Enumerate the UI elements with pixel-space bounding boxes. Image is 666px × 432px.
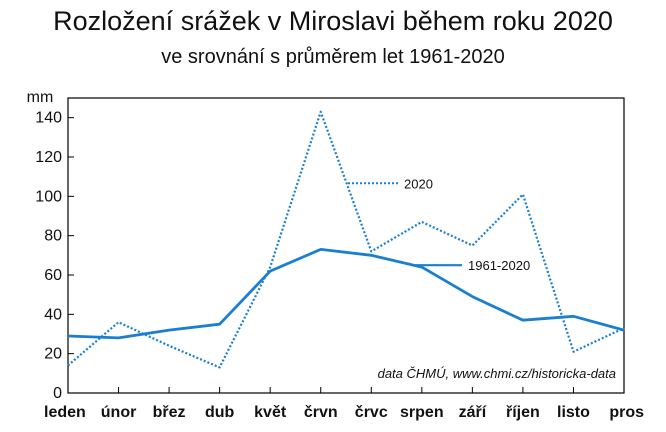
y-tick-label: 100 [35, 188, 62, 205]
source-annotation: data ČHMÚ, www.chmi.cz/historicka-data [378, 366, 616, 381]
series-labels: 2020 1961-2020 [348, 176, 530, 273]
x-tick-label: pros [609, 404, 644, 421]
y-axis-label: mm [27, 89, 54, 106]
x-tick-label: dub [205, 404, 235, 421]
x-tick-label: břez [153, 404, 186, 421]
chart-title: Rozložení srážek v Miroslavi během roku … [53, 6, 613, 36]
series-line-1961-2020 [67, 247, 625, 340]
x-tick-label: črvc [355, 404, 388, 421]
y-tick-label: 40 [44, 306, 62, 323]
x-tick-label: srpen [400, 404, 444, 421]
y-axis: 0 20 40 60 80 100 120 140 [35, 110, 74, 402]
series-group [67, 110, 625, 369]
series-label-1961-2020: 1961-2020 [468, 258, 530, 273]
x-tick-label: září [459, 404, 487, 421]
x-tick-label: únor [101, 404, 137, 421]
y-tick-label: 60 [44, 267, 62, 284]
y-tick-label: 0 [53, 385, 62, 402]
series-line-2020 [67, 110, 625, 369]
y-tick-label: 80 [44, 228, 62, 245]
y-tick-label: 140 [35, 110, 62, 127]
plot-area [67, 97, 625, 394]
y-tick-label: 20 [44, 346, 62, 363]
x-tick-label: listo [557, 404, 590, 421]
series-label-2020: 2020 [404, 176, 433, 191]
x-tick-label: květ [254, 404, 287, 421]
x-tick-label: říjen [506, 404, 540, 421]
x-tick-label: črvn [304, 404, 338, 421]
x-axis: leden únor břez dub květ črvn črvc srpen září říj… [44, 387, 644, 421]
y-tick-label: 120 [35, 149, 62, 166]
chart-subtitle: ve srovnání s průměrem let 1961-2020 [161, 46, 505, 68]
x-tick-label: leden [44, 404, 86, 421]
